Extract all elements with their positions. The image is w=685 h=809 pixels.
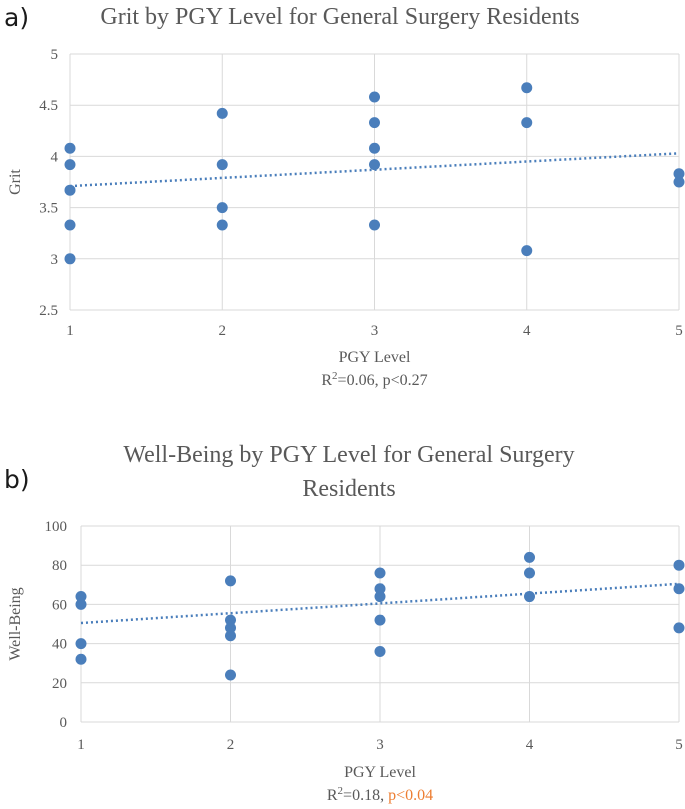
y-tick-label: 2.5: [39, 303, 58, 319]
y-axis-title: Grit: [7, 169, 24, 195]
x-tick-label: 5: [675, 323, 683, 339]
stat-r-superscript: 2: [338, 785, 344, 797]
data-point: [216, 159, 228, 171]
data-point: [524, 551, 535, 563]
chart-title-line: Grit by PGY Level for General Surgery Re…: [100, 4, 579, 30]
y-tick-label: 100: [45, 519, 68, 535]
data-point: [369, 117, 380, 129]
data-point: [216, 202, 228, 214]
x-tick-label: 3: [371, 323, 379, 339]
y-tick-label: 20: [52, 676, 67, 692]
stat-r-label: R: [327, 787, 338, 804]
trendline: [69, 152, 680, 188]
data-point: [75, 638, 87, 650]
y-tick-label: 3.5: [39, 201, 58, 217]
y-tick-label: 5: [51, 47, 59, 63]
data-point: [225, 575, 236, 587]
x-axis-title: PGY Level: [339, 349, 411, 366]
data-point: [374, 567, 386, 579]
data-point: [369, 142, 380, 154]
data-point: [216, 219, 228, 231]
x-tick-label: 4: [526, 737, 534, 753]
data-point: [521, 245, 533, 257]
x-tick-label: 2: [227, 737, 235, 753]
chart-title-line: Residents: [302, 476, 395, 502]
data-point: [64, 159, 76, 171]
chart-title-line: Well-Being by PGY Level for General Surg…: [123, 442, 574, 468]
data-point: [673, 622, 685, 634]
stat-r-label: R: [321, 372, 332, 389]
y-tick-label: 4.5: [39, 98, 58, 114]
data-point: [75, 653, 87, 665]
data-point: [369, 159, 380, 171]
x-tick-label: 3: [376, 737, 384, 753]
panel-label: b): [4, 465, 30, 494]
data-point: [64, 184, 76, 196]
x-tick-label: 4: [523, 323, 531, 339]
data-point: [673, 583, 685, 595]
data-point: [225, 614, 236, 626]
stats-annotation: R2=0.18, p<0.04: [327, 785, 433, 804]
data-point: [369, 91, 380, 103]
x-axis-title: PGY Level: [344, 764, 416, 781]
data-point: [75, 591, 87, 603]
data-point: [225, 622, 236, 634]
data-point: [673, 176, 685, 188]
stat-p-value: p<0.04: [388, 787, 433, 804]
stat-p-value: p<0.27: [383, 372, 428, 389]
x-tick-label: 2: [219, 323, 227, 339]
chart-0: a) Grit by PGY Level for General Surgery …: [4, 3, 685, 389]
data-point: [524, 567, 535, 579]
data-point: [64, 142, 76, 154]
panel-label: a): [4, 3, 29, 32]
data-point: [521, 82, 533, 94]
data-point: [369, 219, 380, 231]
y-tick-label: 4: [51, 149, 59, 165]
chart-1: b) Well-Being by PGY Level for General Su…: [4, 442, 685, 804]
y-tick-label: 80: [52, 558, 67, 574]
y-axis-title: Well-Being: [7, 587, 24, 660]
data-point: [374, 583, 386, 595]
stat-r-superscript: 2: [332, 370, 338, 382]
data-point: [374, 645, 386, 657]
data-point: [521, 117, 533, 129]
data-point: [374, 614, 386, 626]
y-tick-label: 3: [51, 252, 59, 268]
y-tick-label: 60: [52, 597, 67, 613]
x-tick-label: 1: [77, 737, 85, 753]
stats-annotation: R2=0.06, p<0.27: [321, 370, 427, 389]
data-point: [524, 591, 535, 603]
x-tick-label: 5: [675, 737, 683, 753]
data-point: [75, 598, 87, 610]
data-point: [64, 253, 76, 265]
x-tick-label: 1: [66, 323, 74, 339]
data-point: [216, 107, 228, 119]
data-point: [374, 591, 386, 603]
y-tick-label: 0: [60, 715, 68, 731]
data-point: [225, 669, 236, 681]
stat-r-value: =0.06,: [338, 372, 383, 389]
data-point: [64, 219, 76, 231]
data-point: [673, 559, 685, 571]
data-point: [673, 168, 685, 180]
data-point: [225, 630, 236, 642]
stat-r-value: =0.18,: [343, 787, 388, 804]
y-tick-label: 40: [52, 637, 67, 653]
